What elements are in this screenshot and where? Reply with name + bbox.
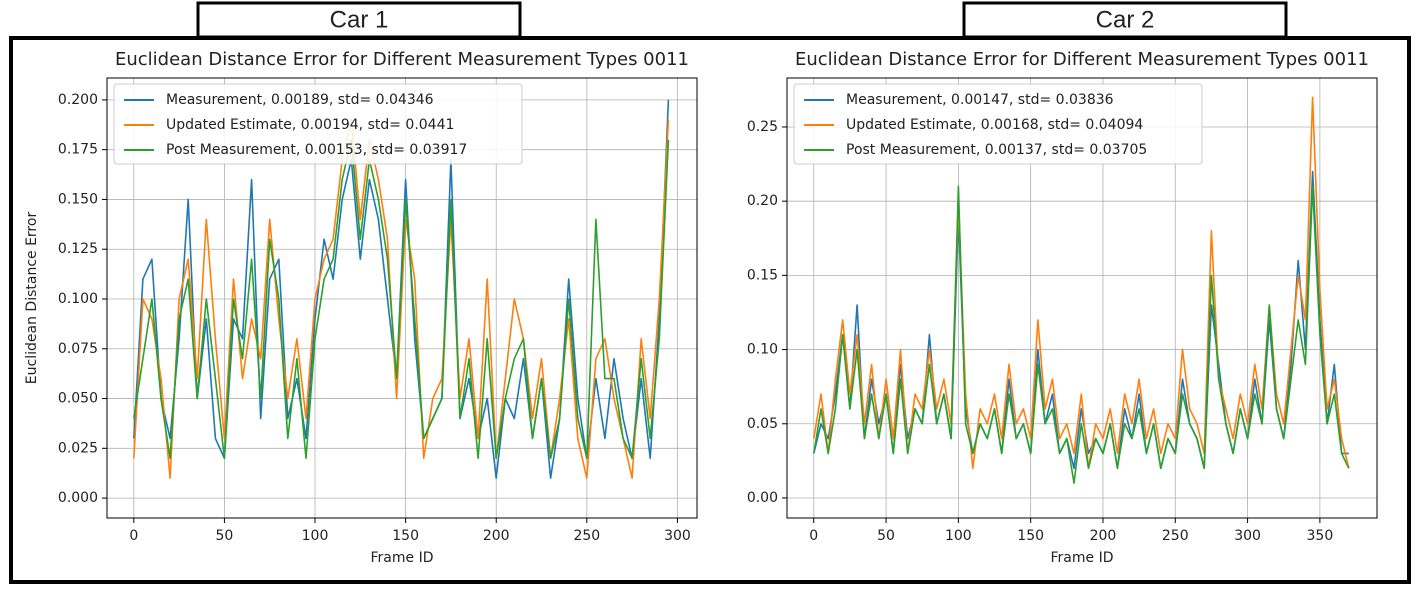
panel-label-box [962, 1, 1288, 39]
legend-box [793, 83, 1203, 165]
y-tick-label: 0.15 [747, 267, 778, 283]
series-line [133, 138, 670, 460]
x-tick-label: 150 [392, 528, 419, 544]
y-tick-label: 0.100 [58, 291, 98, 307]
chart-title: Euclidean Distance Error for Different M… [115, 49, 689, 70]
y-tick-label: 0.150 [58, 191, 98, 207]
y-tick-label: 0.075 [58, 341, 98, 357]
y-tick-label: 0.025 [58, 440, 98, 456]
panel-label: Car 1 [330, 6, 389, 33]
y-tick-label: 0.20 [747, 193, 778, 209]
x-tick-label: 350 [1307, 528, 1334, 544]
y-tick-label: 0.050 [58, 391, 98, 407]
y-tick-label: 0.200 [58, 92, 98, 108]
x-tick-label: 200 [1090, 528, 1117, 544]
outer-frame [9, 36, 1411, 584]
x-tick-label: 50 [877, 528, 895, 544]
chart-title: Euclidean Distance Error for Different M… [795, 49, 1369, 70]
x-tick-label: 300 [664, 528, 691, 544]
y-tick-label: 0.00 [747, 490, 778, 506]
x-tick-label: 50 [216, 528, 234, 544]
plot-frame [786, 77, 1378, 519]
x-tick-label: 250 [573, 528, 600, 544]
x-axis-label: Frame ID [371, 550, 434, 566]
panel-label-box [196, 1, 522, 39]
y-tick-label: 0.175 [58, 142, 98, 158]
legend-label: Post Measurement, 0.00153, std= 0.03917 [166, 142, 467, 158]
y-tick-label: 0.000 [58, 490, 98, 506]
legend-label: Updated Estimate, 0.00168, std= 0.04094 [846, 117, 1143, 133]
legend-box [113, 83, 523, 165]
legend-label: Post Measurement, 0.00137, std= 0.03705 [846, 142, 1147, 158]
y-tick-label: 0.05 [747, 416, 778, 432]
x-tick-label: 150 [1017, 528, 1044, 544]
x-tick-label: 200 [483, 528, 510, 544]
x-tick-label: 100 [302, 528, 329, 544]
legend-label: Measurement, 0.00189, std= 0.04346 [166, 92, 434, 108]
x-tick-label: 0 [809, 528, 818, 544]
x-tick-label: 0 [129, 528, 138, 544]
y-axis-label: Euclidean Distance Error [24, 212, 40, 385]
x-axis-label: Frame ID [1051, 550, 1114, 566]
y-tick-label: 0.25 [747, 119, 778, 135]
y-tick-label: 0.125 [58, 241, 98, 257]
legend-label: Updated Estimate, 0.00194, std= 0.0441 [166, 117, 454, 133]
x-tick-label: 250 [1162, 528, 1189, 544]
y-tick-label: 0.10 [747, 342, 778, 358]
panel-label: Car 2 [1096, 6, 1155, 33]
series-line [813, 185, 1350, 484]
x-tick-label: 300 [1234, 528, 1261, 544]
series-line [133, 119, 670, 479]
series-line [813, 96, 1350, 470]
x-tick-label: 100 [945, 528, 972, 544]
legend-label: Measurement, 0.00147, std= 0.03836 [846, 92, 1114, 108]
plot-frame [106, 77, 698, 519]
